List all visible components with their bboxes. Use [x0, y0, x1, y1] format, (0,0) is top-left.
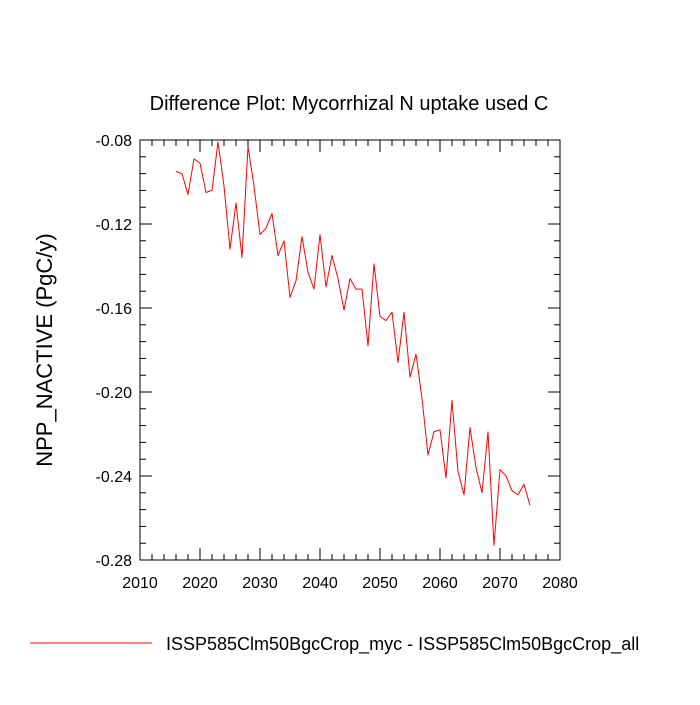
y-tick-label: -0.24: [96, 469, 133, 486]
major-ticks: [139, 139, 561, 561]
x-tick-label: 2080: [542, 575, 578, 592]
y-tick-labels: -0.08 -0.12 -0.16 -0.20 -0.24 -0.28: [96, 133, 133, 570]
plot-frame: [139, 139, 561, 561]
y-tick-label: -0.12: [96, 217, 133, 234]
y-tick-label: -0.28: [96, 553, 133, 570]
x-tick-labels: 2010 2020 2030 2040 2050 2060 2070 2080: [122, 575, 578, 592]
x-tick-label: 2060: [422, 575, 458, 592]
x-tick-label: 2010: [122, 575, 158, 592]
y-axis-label: NPP_NACTIVE (PgC/y): [32, 233, 57, 467]
minor-ticks: [140, 140, 560, 560]
series-layer: [175, 141, 531, 546]
series-line: [175, 141, 531, 546]
x-tick-label: 2050: [362, 575, 398, 592]
x-tick-label: 2070: [482, 575, 518, 592]
y-tick-label: -0.08: [96, 133, 133, 150]
x-tick-label: 2040: [302, 575, 338, 592]
x-tick-label: 2020: [182, 575, 218, 592]
x-tick-label: 2030: [242, 575, 278, 592]
chart-title: Difference Plot: Mycorrhizal N uptake us…: [150, 93, 549, 115]
legend-label: ISSP585Clm50BgcCrop_myc - ISSP585Clm50Bg…: [166, 634, 639, 655]
y-tick-label: -0.16: [96, 301, 133, 318]
y-tick-label: -0.20: [96, 385, 133, 402]
